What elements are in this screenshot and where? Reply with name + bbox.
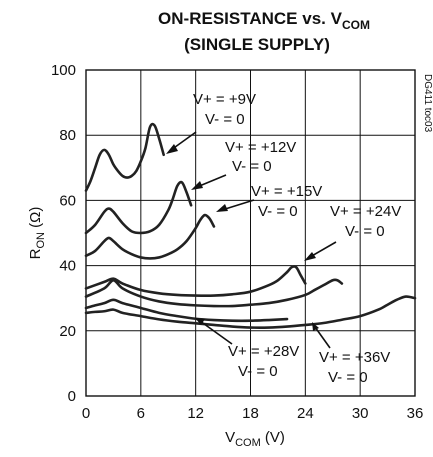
annotation-36v-arrowhead [312, 322, 319, 331]
annotation-15v: V+ = +15V V- = 0 [216, 183, 322, 220]
x-tick-label: 12 [187, 405, 204, 422]
annotation-9v-arrowhead [166, 144, 178, 154]
x-tick-label: 24 [297, 405, 314, 422]
y-axis-label: RON (Ω) [27, 207, 47, 260]
annotation-36v: V+ = +36V V- = 0 [312, 322, 390, 386]
series-line-0 [84, 122, 165, 192]
series-line-6 [84, 298, 289, 323]
annotation-28v-line2: V- = 0 [238, 363, 278, 380]
series-line-2 [84, 213, 216, 260]
annotation-12v-arrowhead [191, 181, 203, 190]
figure-tag: DG411 toc03 [422, 74, 433, 133]
y-tick-label: 100 [51, 62, 76, 79]
annotation-24v-arrowhead [304, 252, 316, 261]
x-tick-label: 36 [407, 405, 424, 422]
curves [84, 122, 417, 329]
y-tick-label: 80 [59, 127, 76, 144]
annotation-36v-line2: V- = 0 [328, 369, 368, 386]
annotation-28v: V+ = +28V V- = 0 [195, 318, 299, 380]
x-tick-label: 6 [137, 405, 145, 422]
y-tick-label: 20 [59, 323, 76, 340]
annotation-36v-arrow [314, 326, 331, 349]
annotation-24v: V+ = +24V V- = 0 [304, 203, 401, 261]
x-axis-label: VCOM (V) [225, 429, 285, 449]
annotation-15v-arrow [221, 199, 255, 211]
chart-title-line1: ON-RESISTANCE vs. VCOM [158, 9, 370, 32]
y-tick-label: 40 [59, 258, 76, 275]
annotation-9v: V+ = +9V V- = 0 [166, 91, 256, 154]
annotation-24v-line2: V- = 0 [345, 223, 385, 240]
series-line-3 [84, 265, 307, 298]
annotation-15v-arrowhead [216, 204, 228, 212]
x-tick-label: 18 [242, 405, 259, 422]
series-line-4 [84, 278, 344, 308]
annotation-24v-line1: V+ = +24V [330, 203, 401, 220]
annotation-28v-line1: V+ = +28V [228, 343, 299, 360]
annotation-15v-line2: V- = 0 [258, 203, 298, 220]
annotation-28v-arrow [199, 320, 233, 345]
series-line-5 [84, 295, 417, 329]
annotation-9v-line2: V- = 0 [205, 111, 245, 128]
x-tick-label: 30 [352, 405, 369, 422]
annotation-28v-arrowhead [195, 318, 205, 325]
annotation-12v-line2: V- = 0 [232, 158, 272, 175]
annotation-12v: V+ = +12V V- = 0 [191, 139, 296, 190]
x-tick-label: 0 [82, 405, 90, 422]
annotation-15v-line1: V+ = +15V [251, 183, 322, 200]
annotation-9v-line1: V+ = +9V [193, 91, 256, 108]
series-line-1 [84, 180, 193, 235]
x-tick-labels: 0 6 12 18 24 30 36 [82, 405, 424, 422]
chart-title-line2: (SINGLE SUPPLY) [184, 35, 330, 54]
annotation-24v-arrow [309, 241, 337, 258]
y-tick-labels: 0 20 40 60 80 100 [51, 62, 76, 405]
annotation-12v-arrow [196, 174, 227, 188]
annotation-36v-line1: V+ = +36V [319, 349, 390, 366]
annotation-12v-line1: V+ = +12V [225, 139, 296, 156]
y-tick-label: 0 [68, 388, 76, 405]
y-tick-label: 60 [59, 192, 76, 209]
